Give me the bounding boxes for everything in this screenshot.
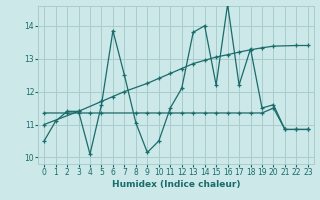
X-axis label: Humidex (Indice chaleur): Humidex (Indice chaleur): [112, 180, 240, 189]
